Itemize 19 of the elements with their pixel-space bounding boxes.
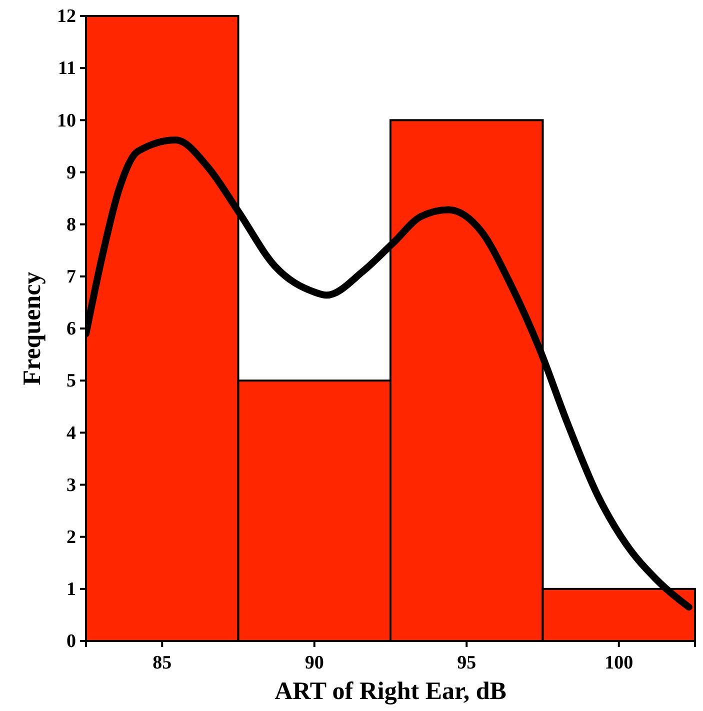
y-tick-label: 1: [66, 578, 76, 600]
x-tick-label: 100: [604, 652, 634, 674]
y-tick-label: 6: [66, 318, 76, 340]
y-axis-title: Frequency: [19, 271, 46, 386]
x-tick-label: 85: [152, 652, 172, 674]
x-tick-label: 90: [304, 652, 324, 674]
y-tick-label: 8: [66, 214, 76, 236]
y-tick-label: 4: [66, 422, 76, 444]
y-tick-label: 9: [66, 162, 76, 184]
y-tick-label: 12: [57, 6, 76, 28]
y-tick-label: 7: [66, 266, 76, 288]
y-tick-label: 2: [66, 526, 76, 548]
y-tick-label: 3: [66, 474, 76, 496]
x-tick-label: 95: [457, 652, 476, 674]
y-tick-label: 0: [66, 631, 76, 652]
y-tick-label: 11: [58, 58, 76, 80]
x-axis-title: ART of Right Ear, dB: [274, 678, 506, 705]
y-tick-label: 10: [57, 110, 76, 132]
y-tick-label: 5: [66, 370, 76, 392]
